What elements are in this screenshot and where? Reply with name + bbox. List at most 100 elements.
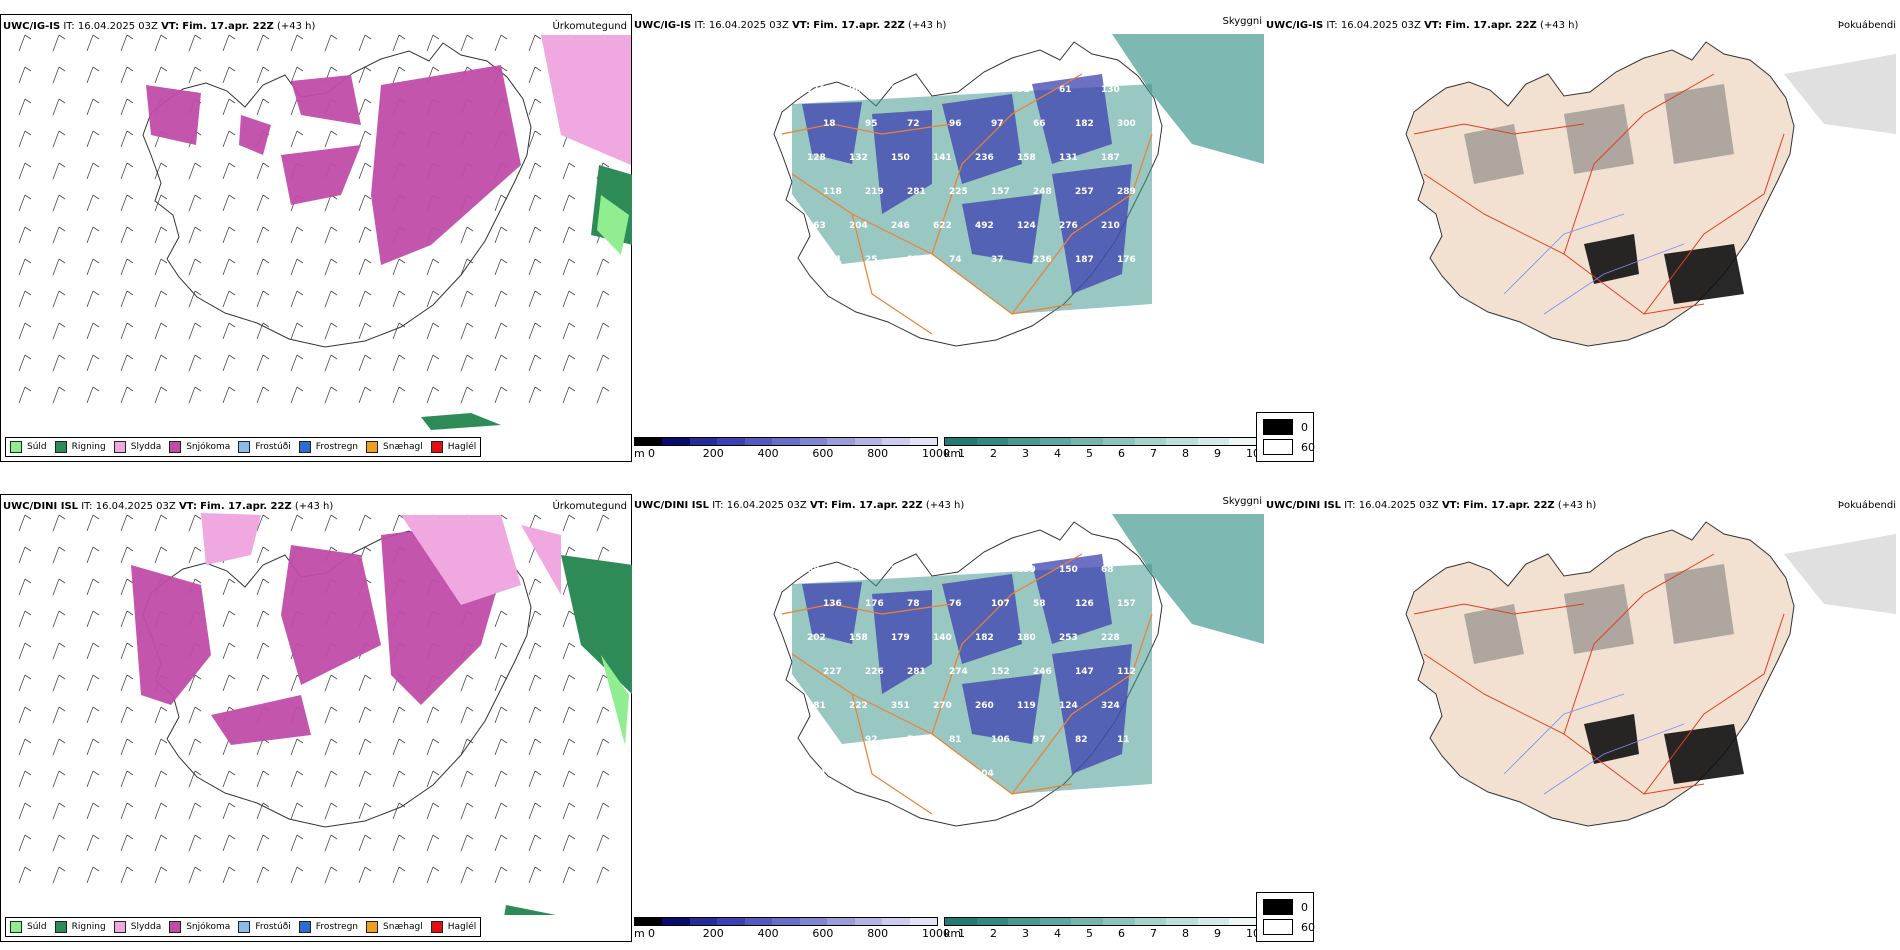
- legend-item: Frostúði: [238, 921, 291, 933]
- ceiling-value-label: 206: [933, 565, 952, 575]
- colorbar-tick: 1: [958, 927, 965, 940]
- colorbar-strip: [634, 437, 938, 446]
- colorbar-tick: 6: [1118, 927, 1125, 940]
- colorbar-step: [772, 918, 800, 925]
- legend-item: Snjókoma: [169, 441, 230, 453]
- colorbar-step: [1039, 918, 1072, 925]
- ceiling-value-label: 140: [933, 633, 952, 643]
- colorbar-tick: 1000: [922, 447, 950, 460]
- panel-header: UWC/IG-IS IT: 16.04.2025 03Z VT: Fim. 17…: [3, 21, 316, 32]
- ceiling-value-label: 246: [891, 221, 910, 231]
- colorbar-step: [1134, 918, 1167, 925]
- ceiling-value-label: 248: [1033, 187, 1052, 197]
- legend-item: Snæhagl: [366, 441, 423, 453]
- ceiling-value-label: 141: [933, 153, 952, 163]
- ceiling-value-label: 226: [865, 667, 884, 677]
- colorbar-step: [909, 438, 937, 445]
- visibility-map: 211 90 115 104 209 91 61 130 18 95 72 96 97 66 182 300 1…: [773, 34, 1264, 347]
- fog-legend-row: 60: [1263, 439, 1315, 455]
- ceiling-value-label: 180: [1017, 633, 1036, 643]
- legend-label: Snæhagl: [383, 442, 423, 452]
- colorbar-step: [772, 438, 800, 445]
- legend-item: Haglél: [430, 921, 476, 933]
- ceiling-value-label: 11: [1117, 735, 1130, 745]
- ceiling-value-label: 66: [1033, 119, 1046, 129]
- colorbar-tick: 7: [1150, 927, 1157, 940]
- legend-item: Frostregn: [298, 921, 359, 933]
- legend-item: Rigning: [54, 441, 106, 453]
- colorbar-tick: 4: [1054, 447, 1061, 460]
- colorbar-tick: 600: [812, 927, 834, 940]
- colorbar-strip: [944, 437, 1262, 446]
- ceiling-value-label: 179: [891, 633, 910, 643]
- ceiling-value-label: 77: [891, 769, 904, 779]
- colorbar-step: [909, 918, 937, 925]
- ceiling-value-label: 139: [1017, 565, 1036, 575]
- fog-legend-swatch: [1263, 439, 1293, 455]
- ceiling-value-label: 126: [849, 769, 868, 779]
- legend-item: Rigning: [54, 921, 106, 933]
- colorbar-step: [1229, 438, 1261, 445]
- colorbar-step: [799, 438, 828, 445]
- colorbar-tick: 200: [702, 927, 724, 940]
- colorbar-step: [1039, 438, 1072, 445]
- colorbar-step: [689, 438, 718, 445]
- colorbar-tick: 5: [1086, 447, 1093, 460]
- fog-legend-row: 0: [1263, 899, 1308, 915]
- panel-header: UWC/DINI ISL IT: 16.04.2025 03Z VT: Fim.…: [634, 500, 965, 511]
- legend-label: Slydda: [130, 922, 162, 932]
- legend-label: Frostregn: [315, 922, 359, 932]
- ceiling-value-label: 492: [975, 221, 994, 231]
- fog-legend-swatch: [1263, 919, 1293, 935]
- fog-legend: 0 60: [1256, 892, 1315, 942]
- colorbar-tick: 400: [757, 927, 779, 940]
- ceiling-value-label: 187: [1075, 255, 1094, 265]
- ceiling-value-label: 176: [1117, 255, 1136, 265]
- panel-title: Þokuábendi: [1837, 20, 1896, 31]
- colorbar-unit: km: [944, 927, 962, 940]
- legend-item: Snæhagl: [366, 921, 423, 933]
- legend-item: Snjókoma: [169, 921, 230, 933]
- colorbar-step: [945, 438, 977, 445]
- colorbar-tick: 8: [1182, 447, 1189, 460]
- colorbar-step: [799, 918, 828, 925]
- fog-legend-row: 0: [1263, 419, 1308, 435]
- fog-legend-label: 60: [1301, 920, 1315, 934]
- ceiling-value-label: 248: [891, 565, 910, 575]
- colorbar-step: [744, 918, 773, 925]
- ceiling-value-label: 130: [1101, 85, 1120, 95]
- visibility-colorbar: km 1 2 3 4 5 6 7 8 9 10: [944, 437, 1262, 463]
- precip-type-panel-ig: UWC/IG-IS IT: 16.04.2025 03Z VT: Fim. 17…: [0, 14, 633, 462]
- legend-swatch: [238, 921, 251, 933]
- fog-legend-swatch: [1263, 419, 1293, 435]
- ceiling-colorbar: m 0 200 400 600 800 1000: [634, 437, 950, 463]
- legend-label: Súld: [27, 922, 47, 932]
- ceiling-value-label: 131: [1059, 153, 1078, 163]
- legend-label: Snjókoma: [186, 442, 231, 452]
- fog-map: [1405, 41, 1896, 347]
- panel-header: UWC/IG-IS IT: 16.04.2025 03Z VT: Fim. 17…: [1266, 20, 1579, 31]
- ceiling-value-label: 37: [991, 255, 1004, 265]
- legend-swatch: [298, 441, 311, 453]
- ceiling-value-label: 91: [1017, 85, 1030, 95]
- visibility-map: 88 130 248 206 165 139 150 68 136 176 78 76 107 58 126…: [773, 514, 1264, 827]
- ceiling-value-label: 117: [807, 769, 826, 779]
- panel-header: UWC/IG-IS IT: 16.04.2025 03Z VT: Fim. 17…: [634, 20, 947, 31]
- ceiling-value-label: 228: [1101, 633, 1120, 643]
- ceiling-value-label: 157: [991, 187, 1010, 197]
- legend-item: Súld: [10, 441, 47, 453]
- visibility-colorbar: km 1 2 3 4 5 6 7 8 9 10: [944, 917, 1262, 943]
- panel-title: Skyggni: [1222, 16, 1262, 27]
- precip-type-panel-dini: UWC/DINI ISL IT: 16.04.2025 03Z VT: Fim.…: [0, 494, 633, 942]
- colorbar-step: [827, 438, 855, 445]
- colorbar-tick: 6: [1118, 447, 1125, 460]
- colorbar-tick: 8: [1182, 927, 1189, 940]
- colorbar-tick: 7: [1150, 447, 1157, 460]
- legend-item: Frostúði: [238, 441, 291, 453]
- colorbar-step: [689, 918, 718, 925]
- fog-map: [1405, 521, 1896, 827]
- colorbar-tick: 800: [867, 447, 889, 460]
- ceiling-value-label: 253: [1059, 633, 1078, 643]
- ceiling-value-label: 93: [933, 769, 946, 779]
- colorbar-labels: km 1 2 3 4 5 6 7 8 9 10: [944, 446, 1262, 460]
